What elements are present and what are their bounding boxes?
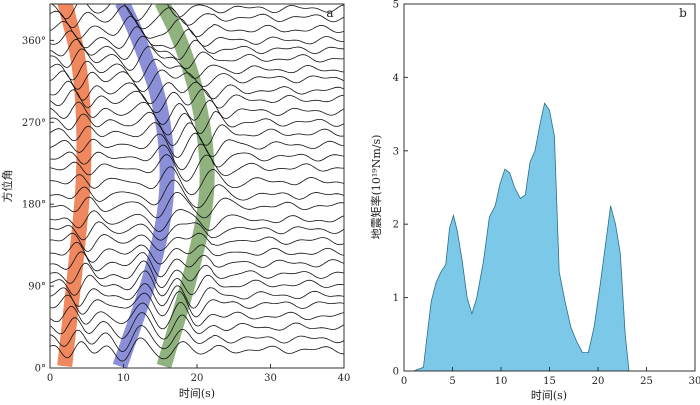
a-trace [50, 88, 344, 114]
b-x-tick-label: 30 [689, 376, 700, 387]
a-trace [50, 179, 344, 209]
a-x-axis: 0 10 20 30 40 [47, 364, 351, 384]
a-y-axis-label: 方位角 [0, 170, 14, 203]
panel-b-chart: 0 5 10 15 20 25 30 0 1 2 3 4 5 时间(s) 地震矩率(10¹⁹Nm/s)… [369, 0, 700, 402]
b-x-tick-label: 25 [640, 376, 653, 387]
b-y-axis: 0 1 2 3 4 5 [393, 0, 408, 378]
a-y-axis: 0° 90° 180° 270° 360° [22, 36, 54, 375]
a-trace [50, 58, 344, 83]
a-x-tick-label: 40 [338, 373, 351, 384]
a-x-tick-label: 20 [191, 373, 204, 384]
a-trace [50, 35, 344, 60]
b-y-tick-label: 5 [393, 0, 399, 11]
a-trace [50, 325, 344, 352]
a-trace [50, 26, 344, 49]
a-trace [50, 301, 344, 330]
a-waveform-traces [50, 4, 344, 362]
a-y-tick-label: 270° [22, 118, 46, 129]
a-trace [50, 270, 344, 297]
a-panel-letter: a [326, 6, 333, 20]
a-trace [50, 132, 344, 158]
a-x-tick-label: 10 [117, 373, 130, 384]
a-x-tick-label: 30 [264, 373, 277, 384]
a-trace [50, 166, 344, 196]
a-trace [50, 221, 344, 241]
a-trace [50, 99, 344, 125]
a-y-tick-label: 90° [28, 282, 46, 293]
a-trace [50, 312, 344, 340]
a-trace [50, 291, 344, 318]
a-trace [50, 260, 344, 289]
a-trace [50, 111, 344, 136]
a-trace [50, 46, 344, 71]
a-trace [50, 15, 344, 39]
a-trace [50, 283, 344, 309]
b-x-axis: 0 5 10 15 20 25 30 [401, 367, 700, 387]
a-trace [50, 5, 344, 30]
a-trace [50, 4, 344, 21]
a-trace [50, 337, 344, 362]
panel-a-chart: 0 10 20 30 40 0° 90° 180° 270° 360° 时间(s) 方位角 a [0, 3, 351, 400]
a-trace [50, 191, 344, 219]
a-y-tick-label: 360° [22, 36, 46, 47]
b-x-axis-label: 时间(s) [531, 389, 567, 402]
a-trace [50, 241, 344, 265]
a-trace [50, 232, 344, 252]
b-y-tick-label: 4 [393, 73, 399, 84]
b-y-tick-label: 1 [393, 293, 399, 304]
a-y-tick-label: 180° [22, 200, 46, 211]
a-trace [50, 154, 344, 182]
b-x-tick-label: 10 [495, 376, 508, 387]
b-y-tick-label: 3 [393, 146, 399, 157]
b-x-tick-label: 5 [449, 376, 455, 387]
a-plot-frame [49, 3, 345, 369]
b-y-axis-label: 地震矩率(10¹⁹Nm/s) [369, 135, 383, 240]
a-y-tick-label: 0° [35, 364, 46, 375]
a-trace [50, 209, 344, 232]
a-x-axis-label: 时间(s) [179, 387, 215, 400]
b-x-tick-label: 15 [543, 376, 556, 387]
a-trace [50, 69, 344, 93]
b-x-tick-label: 0 [401, 376, 407, 387]
a-trace [50, 143, 344, 171]
b-moment-rate-area [413, 102, 630, 372]
b-panel-letter: b [679, 6, 687, 20]
a-band-orange [57, 4, 92, 367]
a-x-tick-label: 0 [47, 373, 53, 384]
a-trace [50, 251, 344, 278]
b-y-tick-label: 0 [393, 367, 399, 378]
b-y-tick-label: 2 [393, 220, 399, 231]
b-x-tick-label: 20 [592, 376, 605, 387]
